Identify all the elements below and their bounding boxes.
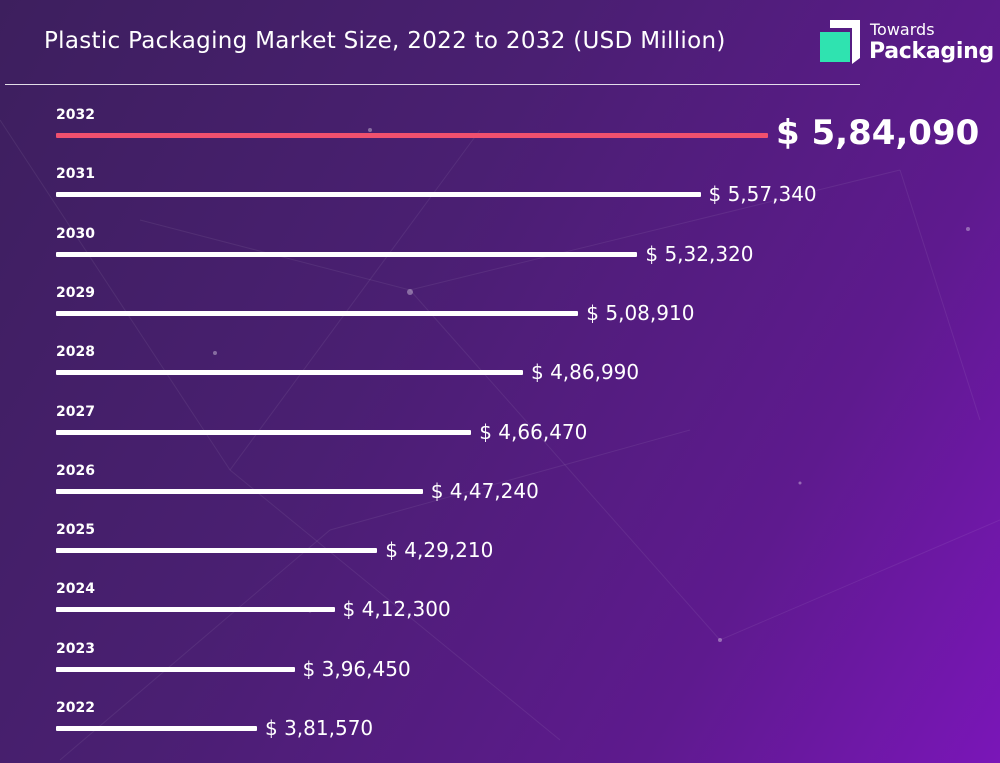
value-label-2024: $ 4,12,300: [342, 597, 451, 622]
value-label-2031: $ 5,57,340: [708, 182, 817, 207]
year-label-2030: 2030: [56, 225, 95, 242]
bar-2032: [56, 133, 768, 138]
logo-text-towards: Towards: [870, 20, 935, 39]
title-divider: [5, 84, 860, 85]
value-label-2030: $ 5,32,320: [645, 241, 754, 266]
logo-text-packaging: Packaging: [869, 39, 994, 64]
bar-2025: [56, 548, 378, 554]
bar-2031: [56, 192, 701, 198]
bar-2024: [56, 607, 335, 613]
year-label-2028: 2028: [56, 344, 95, 361]
bar-2029: [56, 310, 579, 316]
year-label-2029: 2029: [56, 284, 95, 301]
value-label-2023: $ 3,96,450: [302, 656, 411, 681]
year-label-2026: 2026: [56, 462, 95, 479]
bar-2030: [56, 251, 638, 257]
value-label-2022: $ 3,81,570: [265, 716, 374, 740]
year-label-2023: 2023: [56, 640, 95, 657]
value-label-2029: $ 5,08,910: [586, 300, 695, 325]
bar-2022: [56, 726, 257, 731]
year-label-2032: 2032: [56, 107, 95, 123]
year-label-2022: 2022: [56, 700, 95, 716]
value-label-2027: $ 4,66,470: [479, 419, 588, 444]
towards-packaging-logo: Towards Packaging: [818, 18, 994, 68]
year-label-2027: 2027: [56, 403, 95, 420]
value-label-2028: $ 4,86,990: [530, 360, 640, 385]
bar-2026: [56, 488, 423, 494]
value-label-2025: $ 4,29,210: [385, 538, 494, 563]
bar-2023: [56, 666, 295, 672]
value-label-2026: $ 4,47,240: [430, 478, 539, 503]
logo-mark-icon: [820, 20, 860, 64]
value-label-2032: $ 5,84,090: [776, 113, 980, 153]
year-label-2031: 2031: [56, 166, 95, 183]
bar-2027: [56, 429, 472, 435]
year-label-2025: 2025: [56, 522, 95, 539]
bar-2028: [56, 370, 523, 376]
chart-title: Plastic Packaging Market Size, 2022 to 2…: [44, 28, 726, 54]
year-label-2024: 2024: [56, 581, 95, 598]
